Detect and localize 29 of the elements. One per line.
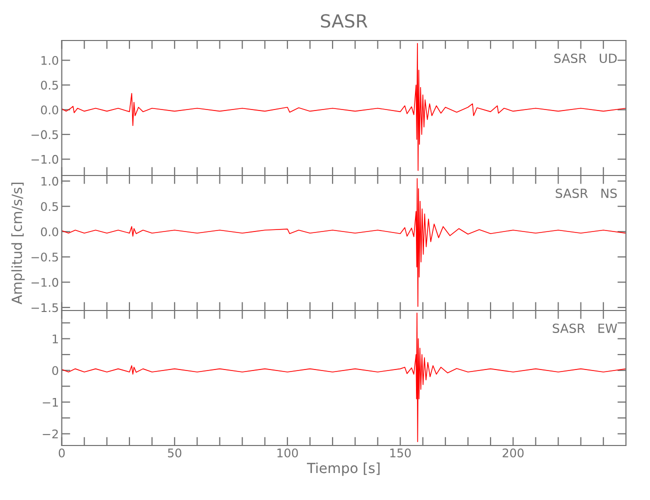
chart-title: SASR <box>320 14 368 28</box>
line-series <box>62 312 626 442</box>
x-tick-label: 100 <box>277 448 298 458</box>
y-tick-label: −1.0 <box>32 154 58 164</box>
y-tick-label: −1 <box>42 398 58 407</box>
x-axis-title: Tiempo [s] <box>306 462 380 476</box>
y-tick-label: −0.5 <box>32 130 58 140</box>
x-tick-label: 50 <box>168 448 182 458</box>
y-tick-label: 1.0 <box>41 56 58 65</box>
x-tick-label: 150 <box>390 448 411 458</box>
y-tick-label: 1 <box>52 334 58 344</box>
y-tick-label: −0.5 <box>32 252 58 262</box>
line-series <box>62 178 626 307</box>
y-axis-title: Amplitud [cm/s/s] <box>11 182 25 304</box>
y-tick-label: 0 <box>52 366 58 376</box>
x-tick-label: 200 <box>502 448 524 458</box>
y-tick-label: 0.0 <box>40 105 58 114</box>
y-tick-label: −2 <box>42 430 58 438</box>
y-tick-label: 0.0 <box>40 227 58 236</box>
x-tick-label: 0 <box>58 448 65 458</box>
y-tick-label: 1.0 <box>41 176 58 186</box>
annotation: SASR EW <box>552 324 618 334</box>
annotation: SASR UD <box>554 54 617 64</box>
y-tick-label: 0.5 <box>40 202 58 211</box>
y-tick-label: 0.5 <box>40 80 58 90</box>
y-tick-label: −1.5 <box>32 303 58 312</box>
line-series <box>62 43 626 171</box>
y-tick-label: −1.0 <box>32 278 58 287</box>
annotation: SASR NS <box>556 188 617 198</box>
